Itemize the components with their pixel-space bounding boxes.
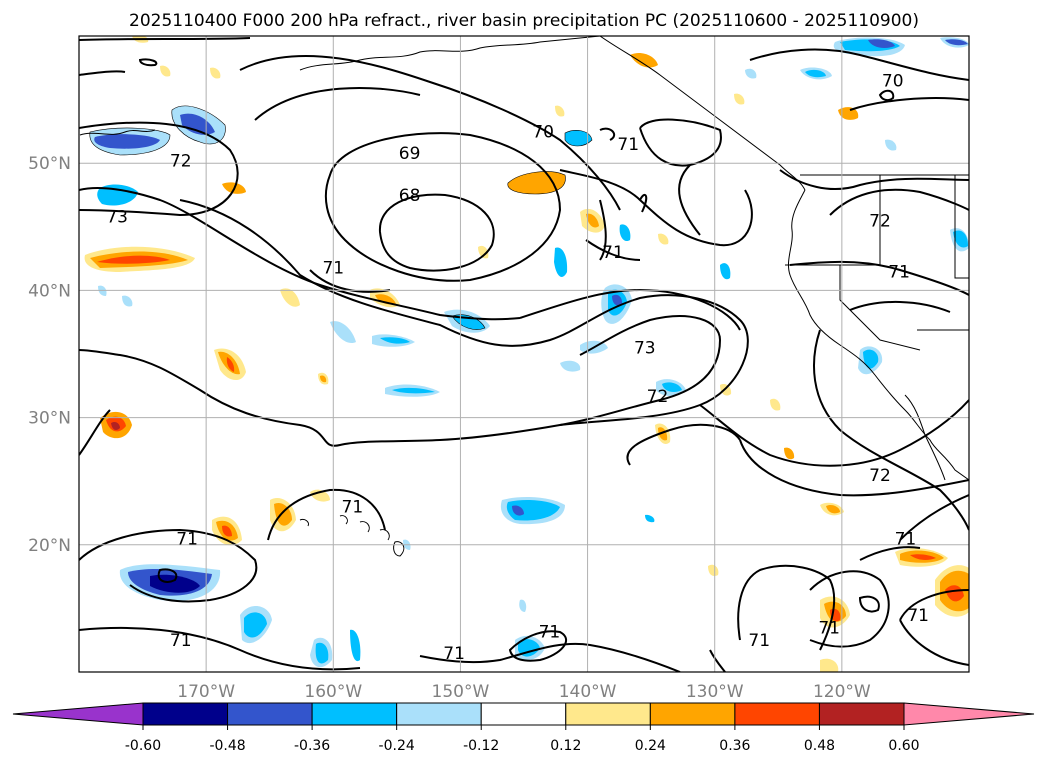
contour-label: 71 [539, 622, 561, 642]
colorbar-segments [142, 702, 905, 726]
colorbar-extend-low [12, 702, 144, 726]
contour-label: 71 [170, 631, 192, 651]
lat-label: 20°N [28, 536, 71, 556]
colorbar-label: -0.24 [379, 738, 415, 754]
colorbar-label: -0.60 [125, 738, 161, 754]
colorbar-label: 0.60 [888, 738, 919, 754]
contour-label: 72 [170, 152, 192, 172]
contour-label: 70 [882, 72, 904, 92]
lat-label: 30°N [28, 409, 71, 429]
lat-label: 40°N [28, 281, 71, 301]
colorbar-label: 0.36 [719, 738, 750, 754]
colorbar-label: 0.12 [550, 738, 581, 754]
colorbar-segment [480, 702, 567, 726]
colorbar: -0.60 -0.48 -0.36 -0.24 -0.12 0.12 0.24 0.36 0.4… [12, 702, 1035, 754]
lon-label: 140°W [559, 682, 617, 702]
contour-label: 68 [399, 186, 421, 206]
latitude-labels: 50°N 40°N 30°N 20°N [28, 154, 71, 556]
colorbar-segment [649, 702, 736, 726]
lon-label: 130°W [686, 682, 744, 702]
contour-label: 71 [888, 262, 910, 282]
contour-label: 71 [617, 135, 639, 155]
colorbar-segment [311, 702, 398, 726]
contour-label: 72 [647, 387, 669, 407]
contour-label: 71 [342, 498, 364, 518]
contour-label: 70 [532, 122, 554, 142]
colorbar-label: -0.48 [209, 738, 245, 754]
lat-label: 50°N [28, 154, 71, 174]
contour-label: 71 [895, 529, 917, 549]
contour-label: 71 [907, 606, 929, 626]
map-layer [79, 36, 969, 672]
contour-label: 71 [818, 618, 840, 638]
colorbar-label: -0.12 [463, 738, 499, 754]
lon-label: 150°W [432, 682, 490, 702]
contour-label: 71 [602, 243, 624, 263]
contour-label: 71 [322, 259, 344, 279]
lon-label: 120°W [813, 682, 871, 702]
contour-label: 71 [443, 644, 465, 664]
contour-label: 73 [106, 208, 128, 228]
precipitation-shading [84, 36, 969, 672]
lon-label: 160°W [304, 682, 362, 702]
contour-label: 72 [869, 466, 891, 486]
refractivity-contours [79, 37, 969, 672]
colorbar-segment [818, 702, 905, 726]
contour-labels: 69 68 70 71 72 73 71 71 73 72 70 72 71 72 71 71 71 71 71 71… [106, 72, 929, 664]
contour-label: 71 [176, 529, 198, 549]
coastlines [79, 36, 969, 557]
colorbar-label: 0.24 [635, 738, 666, 754]
map-frame [78, 35, 970, 673]
map-title: 2025110400 F000 200 hPa refract., river … [129, 11, 919, 31]
colorbar-segment [227, 702, 313, 726]
colorbar-extend-high [903, 702, 1035, 726]
lon-label: 170°W [177, 682, 235, 702]
contour-label: 72 [869, 211, 891, 231]
colorbar-label: 0.48 [804, 738, 835, 754]
longitude-labels: 170°W 160°W 150°W 140°W 130°W 120°W [177, 682, 871, 702]
contour-label: 73 [634, 339, 656, 359]
colorbar-segment [396, 702, 482, 726]
colorbar-labels: -0.60 -0.48 -0.36 -0.24 -0.12 0.12 0.24 0.36 0.4… [125, 725, 920, 754]
colorbar-segment [734, 702, 820, 726]
colorbar-segment [565, 702, 651, 726]
contour-label: 71 [748, 631, 770, 651]
colorbar-label: -0.36 [294, 738, 330, 754]
graticule [79, 36, 969, 672]
contour-label: 69 [399, 144, 421, 164]
colorbar-segment [142, 702, 229, 726]
